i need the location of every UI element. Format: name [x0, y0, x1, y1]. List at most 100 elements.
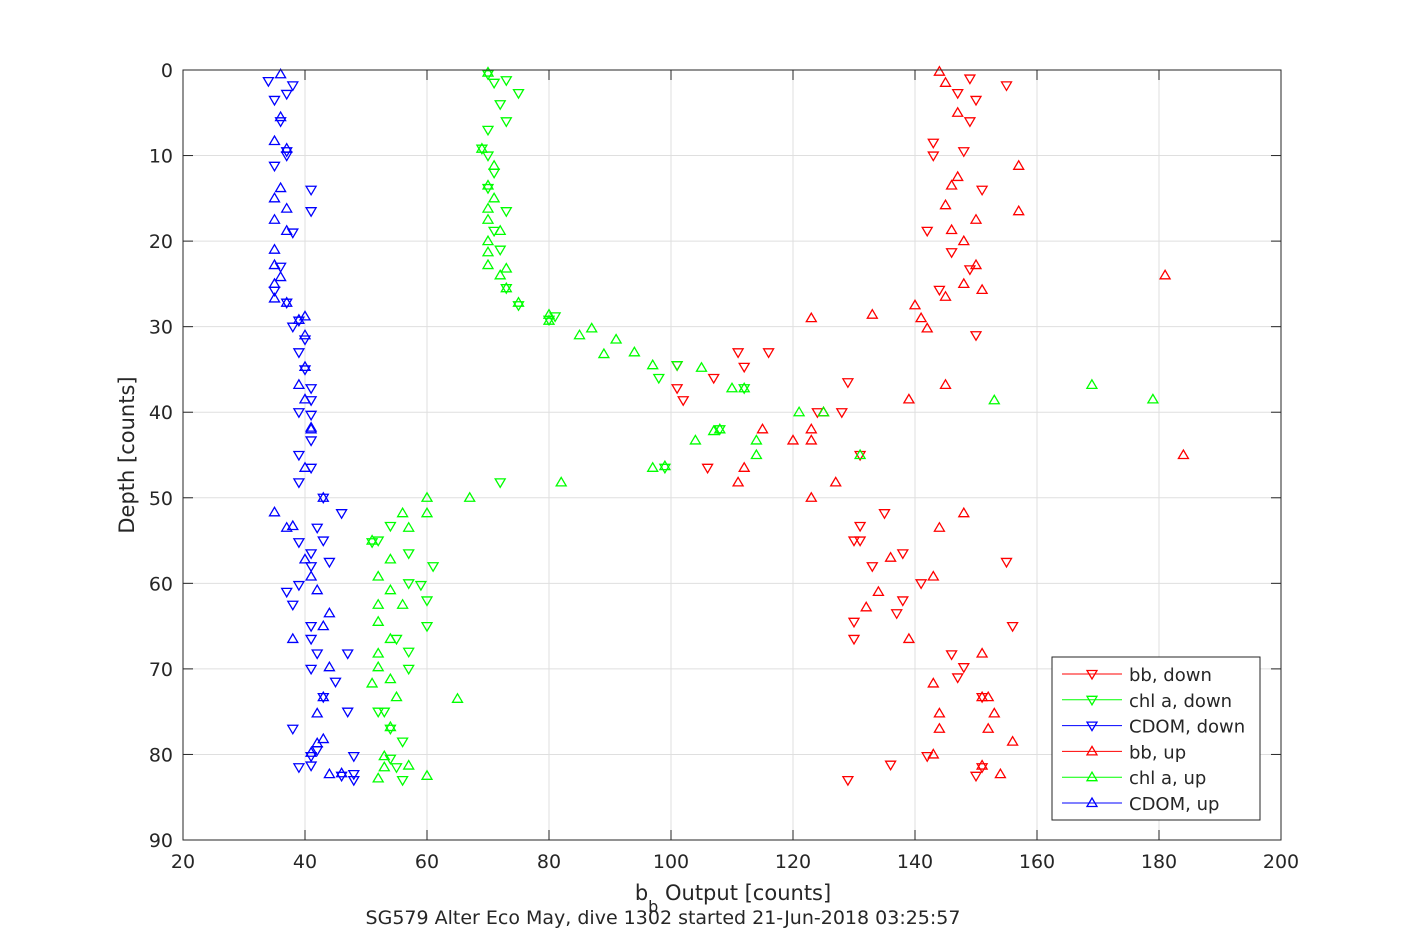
data-point: [701, 463, 714, 475]
data-point: [969, 95, 983, 107]
data-point: [304, 761, 318, 772]
data-point: [1000, 557, 1013, 569]
data-point: [853, 536, 867, 547]
data-point: [847, 634, 861, 646]
data-point: [304, 634, 318, 646]
data-point: [372, 772, 385, 783]
data-point: [292, 580, 306, 592]
data-point: [969, 771, 983, 783]
data-point: [500, 207, 513, 218]
data-point: [487, 159, 501, 170]
data-point: [872, 585, 885, 597]
y-tick-label: 70: [149, 659, 173, 681]
data-point: [298, 310, 312, 321]
data-point: [646, 461, 659, 472]
data-point: [1085, 378, 1099, 389]
data-point: [311, 523, 324, 535]
legend-marker: [1085, 745, 1099, 756]
data-point: [280, 296, 293, 307]
legend-entry: CDOM, up: [1062, 794, 1219, 815]
x-axis-label: bb Output [counts]: [635, 881, 831, 916]
data-point: [847, 536, 861, 547]
data-point: [975, 283, 989, 295]
data-point: [951, 673, 964, 684]
data-point: [372, 707, 385, 718]
data-point: [939, 198, 952, 210]
data-point: [304, 746, 318, 757]
data-point: [268, 243, 281, 254]
data-point: [939, 378, 952, 389]
data-point: [500, 281, 513, 293]
y-tick-label: 10: [149, 146, 173, 168]
y-tick-label: 80: [149, 744, 173, 766]
data-point: [500, 117, 513, 128]
data-point: [914, 579, 928, 590]
series-chl-a-up: [365, 66, 1160, 783]
data-point: [481, 213, 495, 224]
data-point: [500, 262, 513, 273]
data-point: [402, 521, 415, 532]
data-point: [323, 660, 336, 672]
data-point: [347, 752, 360, 763]
data-point: [280, 587, 293, 599]
data-point: [896, 549, 909, 560]
data-point: [420, 769, 434, 780]
legend-label: chl a, down: [1129, 691, 1232, 712]
data-point: [298, 461, 312, 472]
data-point: [908, 298, 922, 310]
legend-label: CDOM, up: [1129, 794, 1219, 815]
data-point: [335, 509, 348, 520]
data-point: [957, 506, 970, 518]
data-point: [988, 393, 1001, 405]
data-point: [268, 506, 281, 517]
data-point: [921, 752, 934, 763]
data-point: [969, 331, 983, 342]
data-point: [323, 767, 336, 779]
data-point: [481, 66, 495, 77]
data-point: [396, 598, 409, 609]
data-point: [914, 311, 928, 323]
data-point: [268, 258, 281, 270]
x-axis-label-rest: Output [counts]: [658, 881, 831, 905]
data-point: [280, 89, 293, 101]
data-point: [341, 707, 354, 718]
data-point: [420, 621, 434, 633]
data-point: [420, 491, 434, 502]
data-point: [866, 562, 879, 573]
data-point: [286, 724, 299, 736]
data-point: [512, 296, 525, 307]
data-point: [292, 538, 306, 549]
y-tick-label: 50: [149, 488, 173, 510]
data-point: [689, 434, 702, 445]
data-point: [713, 423, 726, 434]
data-point: [853, 448, 867, 460]
data-point: [481, 151, 495, 162]
data-point: [280, 224, 293, 235]
data-point: [475, 142, 489, 153]
data-point: [933, 521, 946, 532]
data-point: [311, 707, 324, 718]
data-point: [628, 346, 641, 357]
data-point: [805, 423, 818, 434]
data-point: [378, 760, 391, 772]
data-point: [402, 759, 415, 770]
data-point: [957, 663, 970, 674]
data-point: [390, 690, 403, 702]
data-point: [957, 234, 970, 246]
data-point: [420, 506, 434, 518]
data-point: [957, 147, 970, 158]
legend: bb, down chl a, down CDOM, down bb, up chl a…: [1051, 656, 1261, 821]
data-point: [731, 348, 745, 359]
data-point: [969, 258, 983, 270]
data-point: [725, 381, 739, 393]
data-point: [1000, 81, 1013, 92]
data-point: [975, 690, 989, 702]
data-point: [829, 476, 842, 487]
data-point: [317, 619, 330, 631]
data-point: [274, 117, 287, 128]
data-point: [853, 521, 867, 533]
data-point: [670, 361, 684, 372]
legend-label: CDOM, down: [1129, 717, 1245, 738]
data-point: [286, 322, 299, 333]
